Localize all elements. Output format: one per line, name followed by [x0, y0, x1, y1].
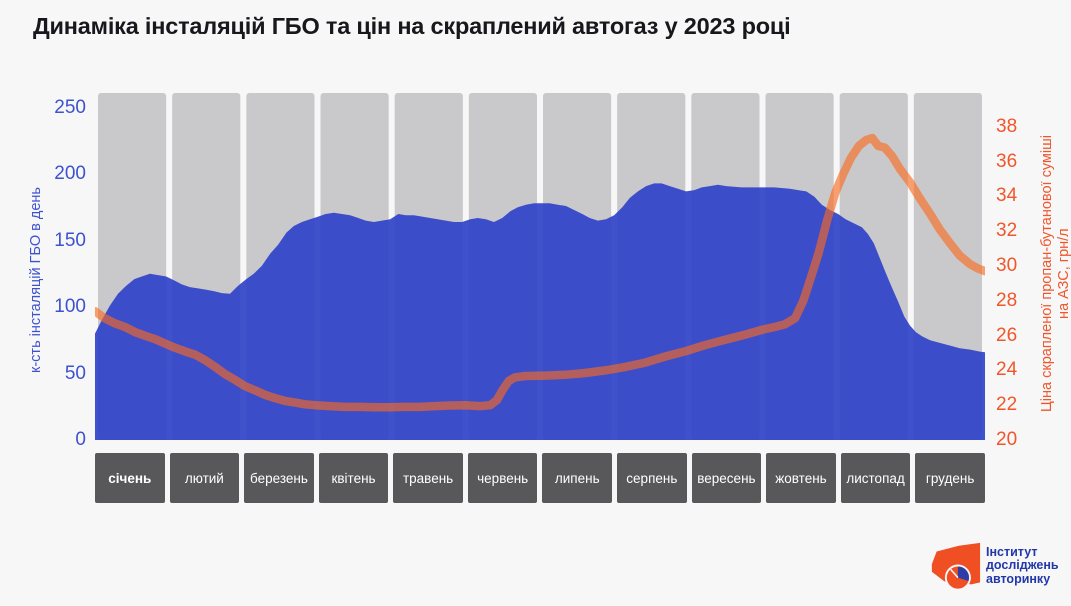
right-axis-tick-24: 24: [996, 359, 1018, 381]
right-axis-tick-22: 22: [996, 394, 1018, 416]
plot-svg: [95, 93, 985, 440]
left-axis-tick-150: 150: [54, 229, 86, 251]
logo-text-line1: Інститут: [986, 544, 1038, 559]
right-axis-title-line2: на АЗС, грн/л: [1056, 228, 1071, 319]
month-label-серпень: серпень: [617, 453, 687, 503]
month-label-листопад: листопад: [840, 453, 911, 503]
right-axis-tick-32: 32: [996, 220, 1018, 242]
right-axis-tick-20: 20: [996, 429, 1018, 450]
month-label-квітень: квітень: [318, 453, 389, 503]
right-axis-tick-36: 36: [996, 150, 1018, 172]
left-axis-tick-250: 250: [54, 96, 86, 118]
month-labels-row: січень лютий березень квітень травень червень…: [95, 453, 985, 503]
left-axis-tick-100: 100: [54, 296, 86, 318]
logo-text-line2: досліджень: [986, 558, 1059, 573]
logo-text-line3: авторинку: [986, 571, 1051, 586]
month-label-лютий: лютий: [169, 453, 240, 503]
month-label-травень: травень: [393, 453, 463, 503]
month-label-січень: січень: [95, 453, 165, 503]
price-line: [95, 133, 985, 412]
left-axis-title: к-сть інсталяцій ГБО в день: [28, 187, 44, 373]
footer-logo: Інститут досліджень авторинку: [928, 539, 1059, 593]
right-axis-tick-28: 28: [996, 289, 1018, 311]
month-label-березень: березень: [244, 453, 314, 503]
left-axis-tick-200: 200: [54, 163, 86, 185]
month-label-жовтень: жовтень: [766, 453, 836, 503]
right-axis-tick-30: 30: [996, 255, 1018, 276]
month-label-грудень: грудень: [915, 453, 985, 503]
month-label-липень: липень: [542, 453, 613, 503]
month-label-червень: червень: [467, 453, 538, 503]
right-axis-tick-26: 26: [996, 324, 1018, 346]
right-axis-title: Ціна скрапленої пропан-бутанової суміші …: [1022, 100, 1071, 455]
right-axis-title-line1: Ціна скрапленої пропан-бутанової суміші: [1039, 135, 1055, 412]
month-label-вересень: вересень: [691, 453, 762, 503]
installations-area: [95, 183, 985, 440]
left-axis-tick-0: 0: [75, 429, 86, 450]
logo-text: Інститут досліджень авторинку: [986, 544, 1059, 587]
car-logo-icon: [931, 542, 981, 591]
page-title: Динаміка інсталяцій ГБО та цін на скрапл…: [33, 13, 791, 39]
right-axis-tick-34: 34: [996, 185, 1018, 207]
right-axis-tick-38: 38: [996, 115, 1018, 137]
left-axis-tick-50: 50: [64, 362, 86, 384]
